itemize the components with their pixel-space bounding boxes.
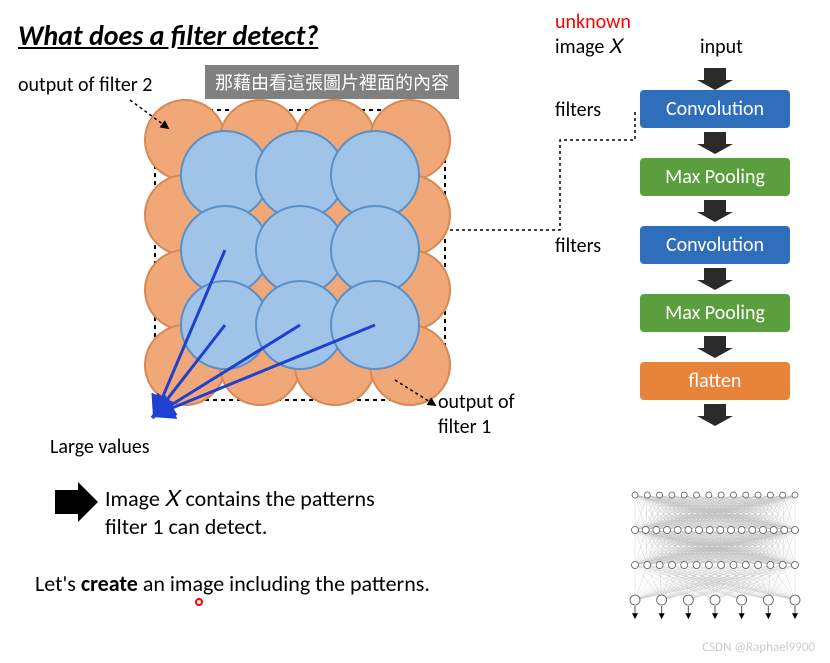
flatten-box: flatten (640, 362, 790, 400)
conv1-box: Convolution (640, 90, 790, 128)
pool2-box: Max Pooling (640, 294, 790, 332)
conv2-box: Convolution (640, 226, 790, 264)
pool1-box: Max Pooling (640, 158, 790, 196)
